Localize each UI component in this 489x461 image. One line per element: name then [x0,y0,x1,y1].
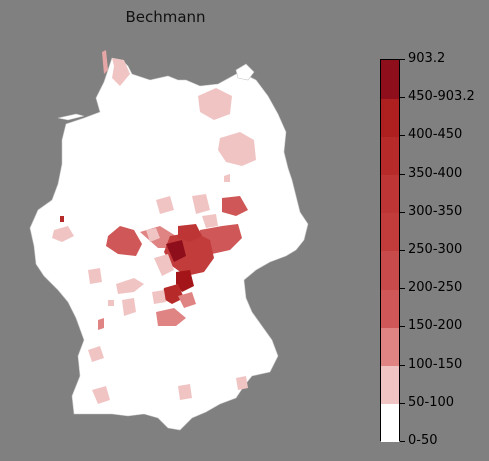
colorbar-tick-label: 100-150 [408,356,463,372]
region-lower-saxony-1 [156,196,174,214]
region-hesse-south-1 [116,278,144,294]
region-nrw-west [52,226,74,242]
colorbar-tick-label: 400-450 [408,127,463,143]
region-leipzig-area [178,224,202,242]
region-hesse-north [106,226,142,256]
north-sea-islands [57,113,85,121]
colorbar-tick-label: 200-250 [408,280,463,296]
colorbar [380,59,400,443]
colorbar-segment [381,327,399,367]
map-title: Bechmann [125,8,206,26]
region-leer-dot [224,174,230,182]
region-thuringia-west [154,254,174,276]
region-mecklenburg [198,88,232,120]
region-schleswig [112,58,130,86]
colorbar-tick-label: 250-300 [408,242,463,257]
region-kassel-pink [146,228,160,242]
colorbar-tick [400,250,405,251]
colorbar-tick [400,173,405,175]
region-palatinate-dot [98,318,104,330]
region-sylt [102,50,108,74]
colorbar-segment [381,289,399,328]
colorbar-tick [400,211,405,213]
region-bavaria-south [178,384,192,400]
colorbar-tick [400,402,405,404]
colorbar-tick [400,97,405,99]
colorbar-tick [400,135,405,137]
region-bw-pink [88,346,104,362]
baltic-island [235,63,255,81]
region-bavaria-north-dot [108,300,114,306]
colorbar-tick [400,59,405,60]
colorbar-tick-label: 300-350 [408,203,463,219]
region-nuremberg [156,308,186,326]
colorbar-tick-label: 50-100 [408,394,455,410]
colorbar-tick-label: 150-200 [408,318,463,334]
colorbar-tick-label: 350-400 [408,165,463,181]
colorbar-segment [381,98,399,137]
region-rhineland [88,268,102,284]
colorbar-segment [381,403,399,443]
region-bavaria-east [236,376,248,390]
colorbar-segment [381,136,399,176]
region-nrw-red-dot [60,216,64,222]
region-coburg-dark [176,270,194,292]
region-brandenburg-south [222,196,248,216]
region-brandenburg-north [218,132,256,166]
colorbar-segment [381,174,399,214]
region-franconia-red [162,284,184,304]
region-franconia-pink [152,290,166,304]
colorbar-tick [400,364,405,366]
region-lower-saxony-2 [192,194,210,214]
colorbar-tick [400,326,405,328]
germany-choropleth-map [29,50,309,431]
colorbar-tick [400,288,405,290]
colorbar-segment [381,365,399,405]
colorbar-segment [381,251,399,290]
colorbar-tick [400,441,405,442]
region-thuringia-dark [166,240,186,262]
region-harz-small [202,214,218,228]
region-franconia-east [178,292,196,308]
region-hesse-south-2 [122,298,136,316]
colorbar-segment [381,212,399,252]
colorbar-tick-label: 0-50 [408,433,438,448]
colorbar-tick-label: 450-903.2 [408,89,475,105]
colorbar-tick-label: 903.2 [408,51,446,66]
region-bw-south [92,386,110,404]
colorbar-segment [381,60,399,99]
